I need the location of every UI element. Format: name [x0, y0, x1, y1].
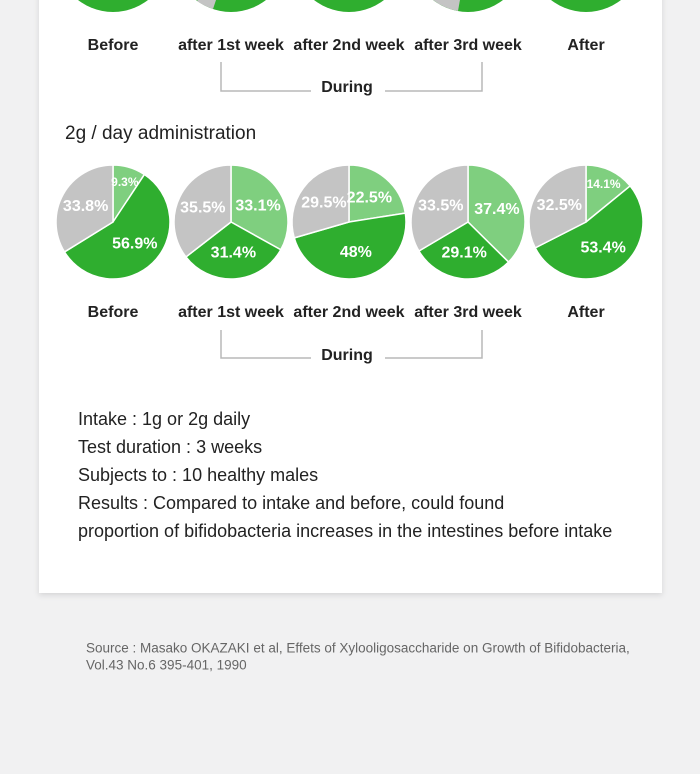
pie-label: After	[567, 37, 604, 54]
note-line: Subjects to : 10 healthy males	[78, 465, 318, 485]
pie-title: after 3rd week	[414, 304, 522, 321]
pie-slice	[348, 164, 407, 223]
value-label: 22.5%	[347, 189, 392, 206]
value-label: 56.9%	[112, 236, 157, 253]
pie-label: after 1st week	[178, 37, 284, 54]
pie-slice	[63, 173, 171, 280]
top-pies	[78, 0, 621, 12]
source-line: Source : Masako OKAZAKI et al, Effets of…	[86, 641, 630, 656]
pie-title: after 1st week	[178, 304, 284, 321]
value-label: 29.1%	[441, 244, 486, 261]
bracket	[220, 330, 483, 359]
note-line: proportion of bifidobacteria increases i…	[78, 521, 612, 541]
bracket	[220, 62, 483, 92]
pie-slice	[184, 221, 282, 280]
pie-slice	[410, 164, 469, 253]
value-label: 9.3%	[111, 175, 139, 189]
pie-slice	[230, 164, 289, 251]
pie-slice	[528, 164, 587, 249]
pie-slice	[291, 164, 350, 239]
value-label: 33.1%	[235, 197, 280, 214]
group-label: During	[321, 79, 373, 96]
pie-slice	[585, 164, 632, 224]
group-label: During	[321, 347, 373, 364]
value-label: 53.4%	[580, 239, 625, 256]
card	[39, 0, 662, 593]
source-line: Vol.43 No.6 395-401, 1990	[86, 658, 247, 673]
value-label: 37.4%	[474, 201, 519, 218]
pie-slice	[293, 212, 407, 280]
pie-slice	[467, 164, 526, 264]
value-label: 48%	[340, 244, 372, 261]
value-label: 29.5%	[301, 194, 346, 211]
pie-label: after 3rd week	[414, 37, 522, 54]
pie-title: After	[567, 304, 604, 321]
value-label: 33.8%	[63, 198, 108, 215]
pie-title: after 2nd week	[293, 304, 404, 321]
value-label: 33.5%	[418, 198, 463, 215]
pie-slice	[173, 164, 232, 258]
note-line: Results : Compared to intake and before,…	[78, 493, 504, 513]
pie-slice	[417, 221, 510, 280]
value-label: 14.1%	[587, 177, 621, 191]
pie-title: Before	[88, 304, 139, 321]
note-line: Intake : 1g or 2g daily	[78, 409, 250, 429]
pie-slice	[534, 184, 644, 280]
pie-label: after 2nd week	[293, 37, 404, 54]
pie-label: Before	[88, 37, 139, 54]
value-label: 35.5%	[180, 199, 225, 216]
value-label: 32.5%	[537, 197, 582, 214]
pie-slice	[55, 164, 114, 253]
section-title: 2g / day administration	[65, 123, 256, 144]
value-label: 31.4%	[211, 244, 256, 261]
note-line: Test duration : 3 weeks	[78, 437, 262, 457]
